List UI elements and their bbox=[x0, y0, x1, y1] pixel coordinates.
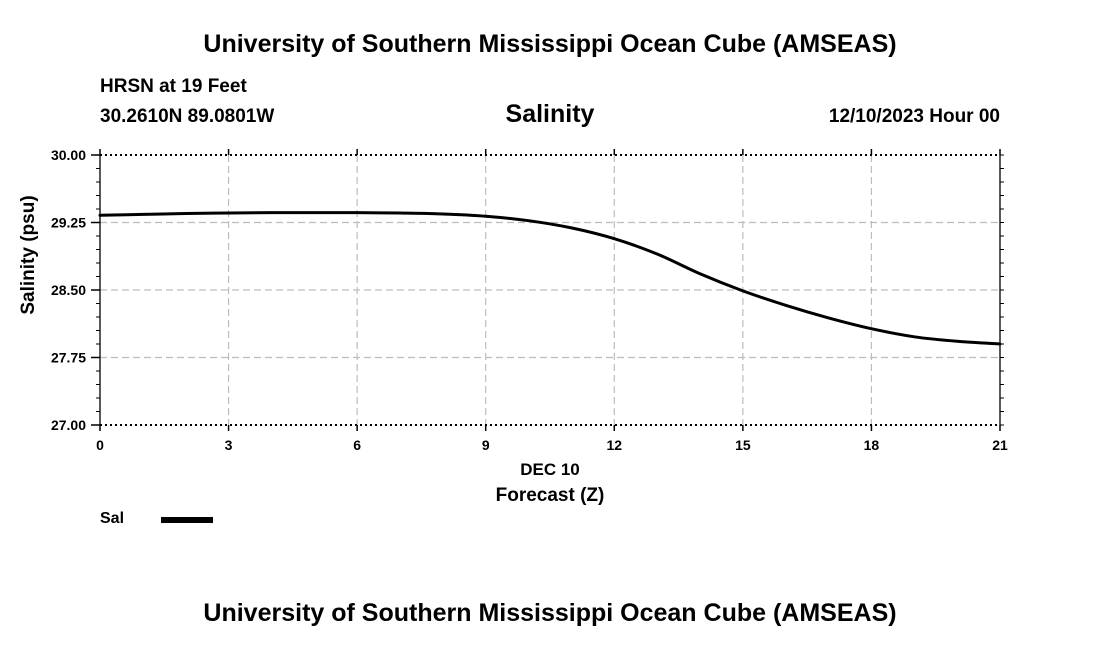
x-tick-label: 0 bbox=[96, 437, 104, 453]
y-tick-label: 27.00 bbox=[51, 417, 86, 433]
legend-label: Sal bbox=[100, 510, 125, 527]
chart-subtitle: Salinity bbox=[505, 100, 595, 128]
y-tick-label: 28.50 bbox=[51, 282, 86, 298]
x-tick-label: 12 bbox=[606, 437, 622, 453]
y-axis-label: Salinity (psu) bbox=[18, 195, 39, 314]
x-tick-label: 9 bbox=[482, 437, 490, 453]
y-tick-label: 27.75 bbox=[51, 350, 86, 366]
chart-main-title: University of Southern Mississippi Ocean… bbox=[203, 30, 897, 58]
chart-axes bbox=[91, 149, 1004, 431]
station-label: HRSN at 19 Feet bbox=[100, 76, 247, 97]
y-tick-label: 29.25 bbox=[51, 215, 86, 231]
grid-lines bbox=[100, 155, 1000, 425]
chart-footer-title: University of Southern Mississippi Ocean… bbox=[203, 599, 897, 627]
x-tick-label: 3 bbox=[225, 437, 233, 453]
x-tick-label: 15 bbox=[735, 437, 751, 453]
series-layer bbox=[98, 211, 1002, 346]
tick-labels: 27.00 27.75 28.50 29.25 30.00 0 3 6 9 12 15 18 21 bbox=[51, 147, 1008, 453]
forecast-datetime: 12/10/2023 Hour 00 bbox=[828, 106, 1000, 127]
station-coordinates: 30.2610N 89.0801W bbox=[100, 106, 275, 127]
x-axis-date-label: DEC 10 bbox=[520, 460, 580, 479]
x-tick-label: 18 bbox=[864, 437, 880, 453]
x-tick-label: 6 bbox=[353, 437, 361, 453]
legend-swatch bbox=[161, 517, 213, 523]
y-tick-label: 30.00 bbox=[51, 147, 86, 163]
series-line-sal bbox=[98, 211, 1002, 346]
x-axis-label: Forecast (Z) bbox=[496, 485, 605, 506]
x-tick-label: 21 bbox=[992, 437, 1008, 453]
